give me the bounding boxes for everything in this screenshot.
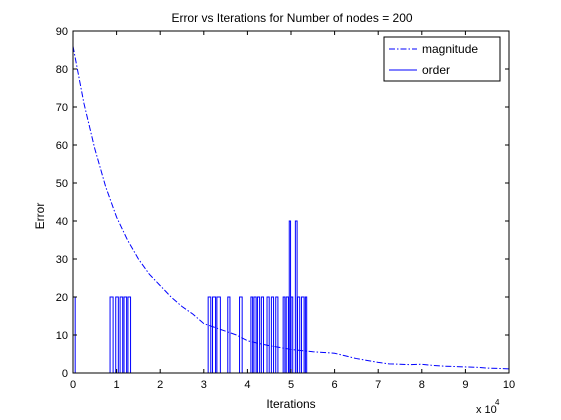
x-tick-label: 4 (244, 379, 250, 391)
y-tick-label: 40 (56, 216, 68, 228)
y-tick-label: 20 (56, 292, 68, 304)
x-tick-label: 3 (201, 379, 207, 391)
x-tick-label: 1 (114, 379, 120, 391)
x-tick-label: 0 (70, 379, 76, 391)
y-tick-label: 0 (62, 368, 68, 380)
x-tick-label: 10 (503, 379, 515, 391)
x-axis-label: Iterations (266, 397, 315, 411)
x-axis: 0 1 2 3 4 5 6 7 8 9 10 (70, 31, 515, 391)
legend: magnitude order (383, 36, 501, 82)
y-tick-label: 70 (56, 102, 68, 114)
legend-label-order: order (422, 63, 450, 77)
legend-label-magnitude: magnitude (422, 42, 478, 56)
y-tick-label: 30 (56, 254, 68, 266)
x-multiplier-base: x 10 (476, 404, 497, 416)
x-tick-label: 8 (419, 379, 425, 391)
x-tick-label: 6 (332, 379, 338, 391)
y-tick-label: 50 (56, 178, 68, 190)
x-tick-label: 7 (375, 379, 381, 391)
legend-box (383, 36, 501, 82)
y-tick-label: 80 (56, 64, 68, 76)
y-axis: 0 10 20 30 40 50 60 70 80 90 (56, 26, 509, 380)
x-tick-label: 5 (288, 379, 294, 391)
x-tick-label: 2 (157, 379, 163, 391)
y-tick-label: 60 (56, 140, 68, 152)
x-tick-label: 9 (462, 379, 468, 391)
y-axis-label: Error (33, 203, 47, 230)
x-multiplier-exponent: 4 (495, 398, 500, 407)
x-multiplier: x 10 4 (476, 398, 500, 416)
plot-area (72, 46, 510, 374)
y-tick-label: 90 (56, 26, 68, 38)
chart-title: Error vs Iterations for Number of nodes … (171, 11, 412, 25)
series-order-line (72, 220, 509, 374)
y-tick-label: 10 (56, 330, 68, 342)
